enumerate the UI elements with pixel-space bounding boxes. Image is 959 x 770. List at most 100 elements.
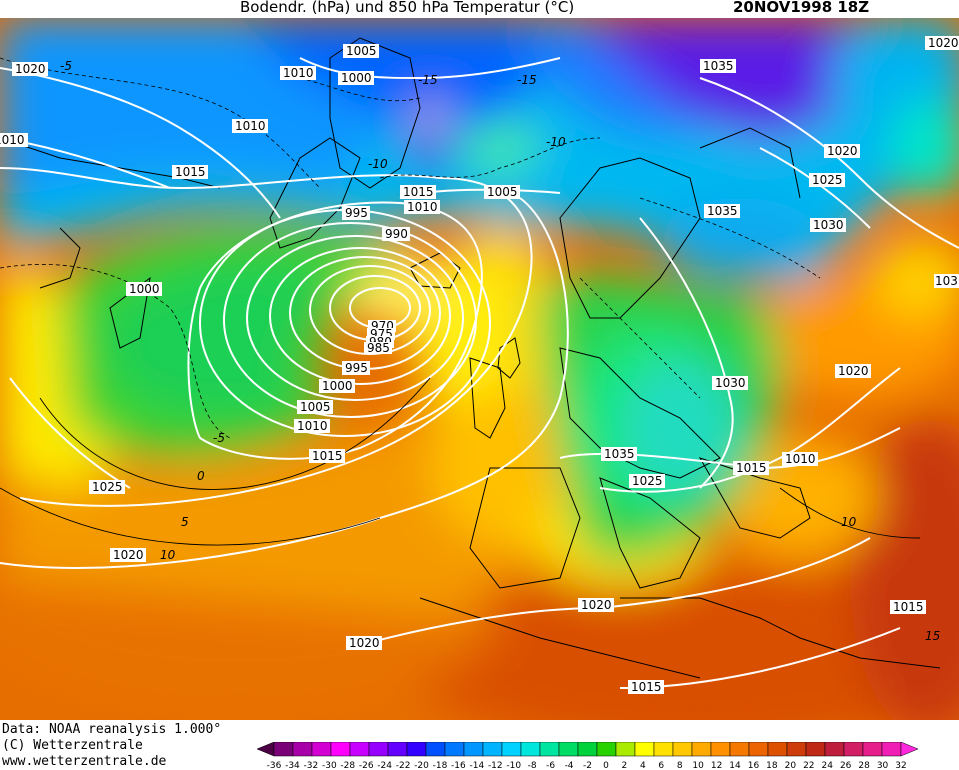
- isobar-label-1020: 1020: [824, 144, 860, 158]
- svg-text:1035: 1035: [604, 447, 635, 461]
- weather-map: 1020 1010 1005 1010 1000 1020 1035 1010 …: [0, 18, 959, 720]
- svg-text:1030: 1030: [813, 218, 844, 232]
- svg-text:1035: 1035: [703, 59, 734, 73]
- svg-text:1010: 1010: [0, 133, 25, 147]
- svg-text:103: 103: [935, 274, 958, 288]
- legend-tick-label: 22: [803, 761, 814, 770]
- isobar-label-1000: 1000: [338, 71, 374, 85]
- color-scale-legend: -36 -34 -32 -30 -28 -26 -24 -22 -20 -18 -16 -14 -12-…: [256, 742, 919, 770]
- svg-text:1005: 1005: [346, 44, 377, 58]
- isobar-label-1010: 1010: [232, 119, 268, 133]
- legend-color-swatch: [653, 742, 674, 757]
- isobar-label-1010: 1010: [294, 419, 330, 433]
- copyright-text: (C) Wetterzentrale: [2, 738, 143, 753]
- legend-tick-label: 10: [692, 761, 704, 770]
- isobar-label-1015: 1015: [309, 449, 345, 463]
- legend-color-swatch: [615, 742, 636, 757]
- isobar-label-1030: 1030: [712, 376, 748, 390]
- isobar-label-1010: 1010: [404, 200, 440, 214]
- svg-text:985: 985: [367, 341, 390, 355]
- legend-tick-label: 24: [822, 761, 834, 770]
- svg-text:1010: 1010: [785, 452, 816, 466]
- temp-label: 15: [925, 629, 940, 643]
- legend-tick-label: 16: [748, 761, 760, 770]
- chart-datestamp: 20NOV1998 18Z: [733, 0, 870, 16]
- isobar-label-1020: 1020: [578, 598, 614, 612]
- isobar-label-1000: 1000: [126, 282, 162, 296]
- isobar-label-1020: 1020: [12, 62, 48, 76]
- svg-text:1020: 1020: [928, 36, 959, 50]
- legend-color-swatch: [406, 742, 427, 757]
- legend-color-swatch: [634, 742, 655, 757]
- isobar-label-1020: 1020: [346, 636, 382, 650]
- legend-color-swatch: [520, 742, 541, 757]
- isobar-label-1010: 1010: [280, 66, 316, 80]
- legend-tick-label: -28: [340, 761, 355, 770]
- legend-tick-label: 6: [658, 761, 664, 770]
- temp-label: -10: [368, 157, 388, 171]
- legend-tick-label: 2: [622, 761, 628, 770]
- coastlines: [0, 37, 941, 679]
- temp-label: 0: [197, 469, 205, 483]
- chart-title: Bodendr. (hPa) und 850 hPa Temperatur (°…: [240, 0, 575, 16]
- svg-text:1020: 1020: [581, 598, 612, 612]
- svg-text:1010: 1010: [283, 66, 314, 80]
- svg-text:1015: 1015: [403, 185, 434, 199]
- isobar-label-1035: 1035: [601, 447, 637, 461]
- svg-text:1020: 1020: [349, 636, 380, 650]
- isobar-label-1030: 1030: [810, 218, 846, 232]
- legend-tick-label: -34: [285, 761, 300, 770]
- isobar-label-1005: 1005: [484, 185, 520, 199]
- legend-color-swatch: [425, 742, 446, 757]
- legend-tick-label: -10: [506, 761, 521, 770]
- legend-color-swatch: [767, 742, 788, 757]
- legend-color-swatch: [881, 742, 902, 757]
- svg-text:1010: 1010: [407, 200, 438, 214]
- legend-tick-label: -6: [546, 761, 555, 770]
- legend-color-swatch: [748, 742, 769, 757]
- legend-tick-label: -14: [470, 761, 485, 770]
- isobar-label-995: 995: [342, 361, 370, 375]
- legend-color-swatch: [824, 742, 845, 757]
- isobar-label-1025: 1025: [89, 480, 125, 494]
- temperature-isotherms: [0, 57, 821, 439]
- legend-color-swatch: [710, 742, 731, 757]
- legend-tick-label: -4: [565, 761, 574, 770]
- legend-color-swatch: [501, 742, 522, 757]
- svg-text:1035: 1035: [707, 204, 738, 218]
- svg-text:1030: 1030: [715, 376, 746, 390]
- isobar-label-1020: 1020: [110, 548, 146, 562]
- temp-label: 10: [160, 548, 176, 562]
- isobar-label-1005: 1005: [297, 400, 333, 414]
- legend-color-swatch: [672, 742, 693, 757]
- legend-color-swatch: [691, 742, 712, 757]
- isobar-label-1015: 1015: [890, 600, 926, 614]
- isobar-label-995: 995: [342, 206, 370, 220]
- legend-tick-label: -8: [528, 761, 537, 770]
- legend-tick-label: 18: [766, 761, 778, 770]
- legend-color-swatch: [558, 742, 579, 757]
- data-source-text: Data: NOAA reanalysis 1.000°: [2, 722, 222, 737]
- isobar-label-1015: 1015: [400, 185, 436, 199]
- legend-tick-label: 26: [840, 761, 852, 770]
- legend-color-swatch: [273, 742, 294, 757]
- isobar-label-1035: 1035: [704, 204, 740, 218]
- legend-tick-label: -12: [488, 761, 503, 770]
- isobar-label-990: 990: [382, 227, 410, 241]
- isobar-label-1025: 1025: [809, 173, 845, 187]
- isobar-labels: 1020 1010 1005 1010 1000 1020 1035 1010 …: [0, 36, 959, 694]
- legend-color-swatch: [482, 742, 503, 757]
- isobar-label-1000: 1000: [319, 379, 355, 393]
- isobar-label-1015: 1015: [733, 461, 769, 475]
- temperature-labels: -5 -15 -15 -10 -10 -5 0 5 10 10 15: [60, 59, 940, 643]
- svg-text:1000: 1000: [129, 282, 160, 296]
- svg-text:1025: 1025: [812, 173, 843, 187]
- legend-color-swatch: [539, 742, 560, 757]
- legend-tick-label: -22: [396, 761, 411, 770]
- legend-color-swatch: [311, 742, 332, 757]
- svg-text:1020: 1020: [113, 548, 144, 562]
- isobars: [0, 57, 959, 689]
- temperature-field: [0, 18, 959, 720]
- website-text: www.wetterzentrale.de: [2, 754, 167, 769]
- svg-text:1020: 1020: [838, 364, 869, 378]
